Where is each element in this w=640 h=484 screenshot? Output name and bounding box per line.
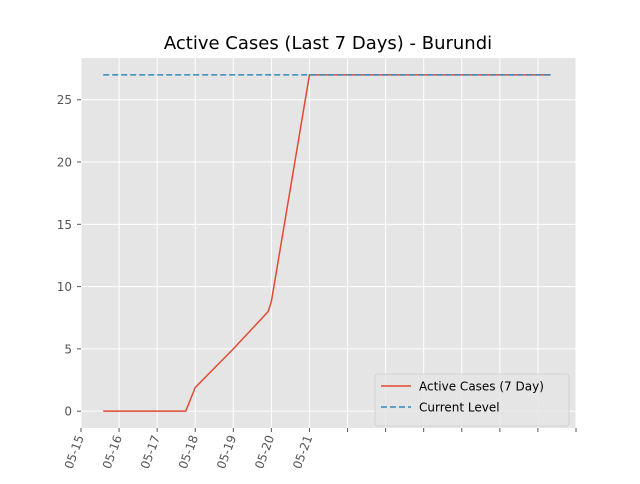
y-tick-label: 0 xyxy=(64,405,72,419)
series-group xyxy=(103,74,551,412)
chart-title: Active Cases (Last 7 Days) - Burundi xyxy=(164,33,492,54)
y-tick-label: 15 xyxy=(57,218,72,232)
y-axis: 0 5 10 15 20 25 xyxy=(57,93,81,419)
grid-lines xyxy=(80,58,577,428)
series-line-1 xyxy=(103,74,551,412)
y-tick-label: 20 xyxy=(57,156,72,170)
y-tick-label: 25 xyxy=(57,93,72,107)
y-tick-label: 10 xyxy=(57,280,72,294)
legend-label-2: Current Level xyxy=(419,401,500,415)
y-tick-label: 5 xyxy=(64,342,72,356)
legend-box xyxy=(374,373,570,427)
plot-area xyxy=(81,58,576,428)
legend-label-1: Active Cases (7 Day) xyxy=(419,380,544,394)
legend: Active Cases (7 Day) Current Level xyxy=(374,373,570,427)
